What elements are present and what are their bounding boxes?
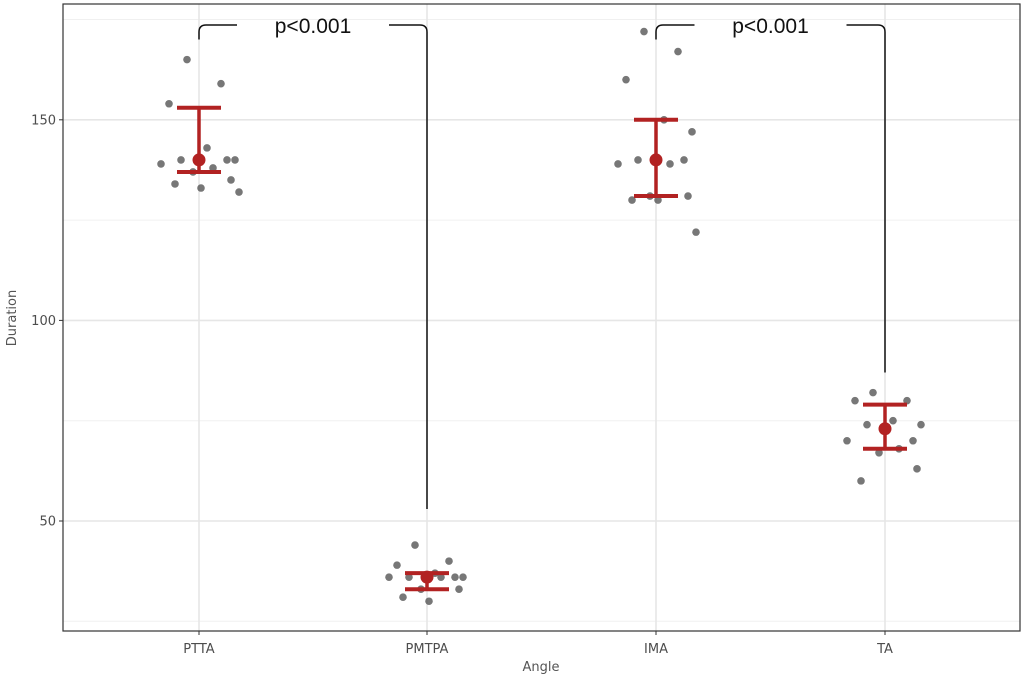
data-point [680,156,688,164]
data-point [917,420,925,429]
data-point [227,176,235,184]
data-point [869,388,877,397]
data-point [385,573,393,581]
data-point [217,79,225,88]
plot-panel [62,3,1021,632]
mean-point [192,153,206,167]
significance-label: p<0.001 [275,15,352,38]
data-point [851,396,859,405]
data-point [628,196,636,204]
data-point [405,573,413,581]
data-point [177,156,185,164]
data-point [666,160,674,168]
data-point [223,156,231,164]
x-axis-title: Angle [523,660,560,675]
significance-label: p<0.001 [732,15,809,38]
y-tick-label: 50 [39,515,56,530]
data-point [622,75,630,84]
data-point [445,557,453,565]
data-point [843,436,851,445]
data-point [425,597,433,606]
data-point [614,160,622,168]
data-point [171,180,179,188]
data-point [889,416,897,425]
data-point [863,420,871,429]
y-tick-label: 100 [31,314,56,329]
data-point [455,585,463,594]
mean-error-bars [177,105,907,592]
data-point [688,128,696,136]
significance-bracket-left [198,24,237,40]
x-tick-label: PMTPA [406,642,449,657]
data-point [857,477,865,485]
data-point [197,184,205,192]
data-point [875,448,883,457]
mean-point [878,422,892,436]
data-point [913,465,921,473]
data-point [183,55,191,64]
data-point [203,144,211,152]
x-tick-label: TA [876,642,893,657]
x-tick-label: PTTA [183,642,214,657]
x-tick-label: IMA [644,642,668,657]
y-tick-label: 150 [31,113,56,128]
grid [63,4,1020,631]
data-point [165,99,173,108]
mean-point [649,153,663,167]
significance-bracket-right [846,24,886,373]
data-point [640,27,648,36]
x-axis: PTTA PMTPA IMA TA [183,631,893,657]
data-point [399,593,407,602]
mean-point [420,570,434,584]
data-point [674,47,682,56]
data-point [157,160,165,168]
data-point [909,436,917,445]
data-point [654,196,662,204]
data-point [459,573,467,581]
significance-bracket-left [655,24,695,40]
significance-annotations: p<0.001 p<0.001 [198,15,886,509]
data-point [634,156,642,164]
data-point [437,573,445,581]
data-point [235,188,243,196]
data-point [684,192,692,200]
data-point [411,541,419,549]
data-point [231,156,239,164]
data-point [209,164,217,172]
data-point [903,396,911,405]
y-axis-title: Duration [5,290,20,346]
data-points [157,27,925,606]
data-point [393,561,401,569]
data-point [692,228,700,236]
significance-bracket-right [389,24,428,509]
data-point [451,573,459,581]
y-axis: 50 100 150 [31,113,63,530]
